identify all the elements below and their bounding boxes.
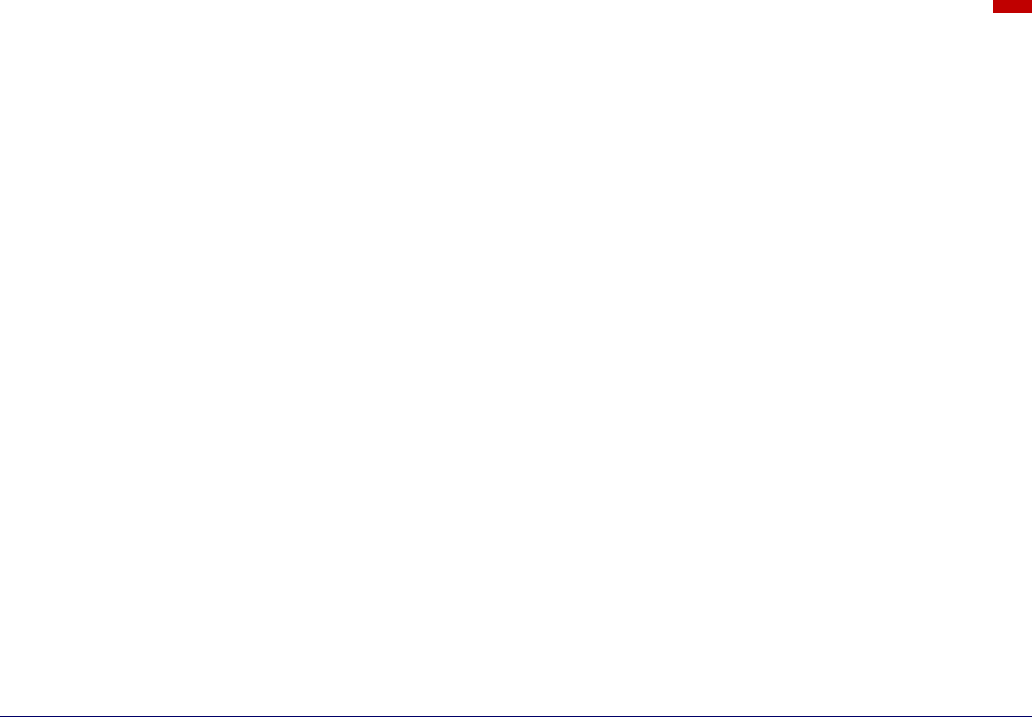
current-price-tag bbox=[993, 0, 1032, 13]
